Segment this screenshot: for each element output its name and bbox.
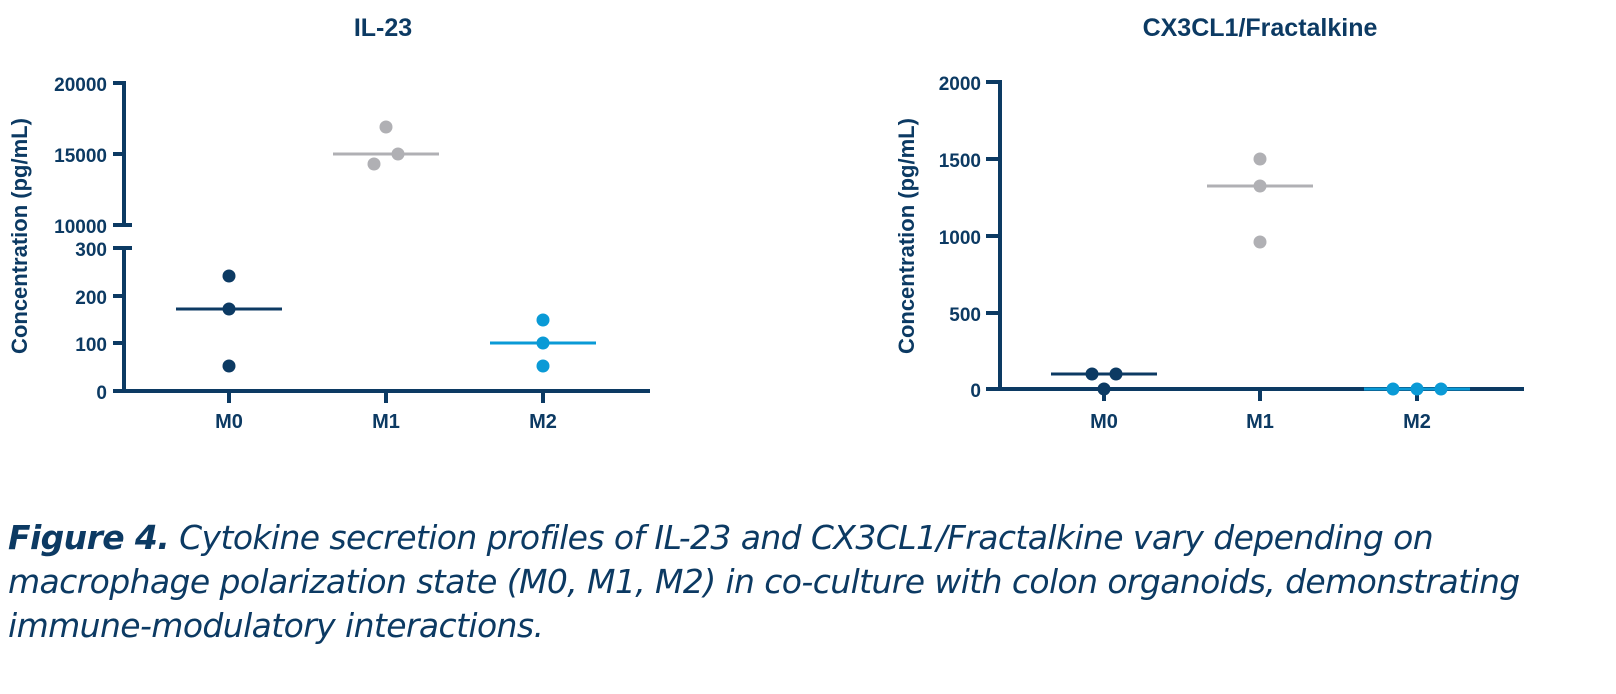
- cx3cl1-plot: CX3CL1/Fractalkine Concentration (pg/mL)…: [894, 14, 1524, 433]
- data-point[interactable]: [1386, 382, 1400, 396]
- data-point[interactable]: [1109, 367, 1123, 381]
- data-point[interactable]: [1097, 382, 1111, 396]
- series-m0: [176, 269, 282, 373]
- x-tick-label: M1: [1246, 411, 1274, 433]
- y-tick-label: 200: [75, 288, 107, 309]
- data-point[interactable]: [536, 359, 550, 373]
- y-tick-label: 0: [96, 383, 107, 404]
- data-point[interactable]: [1253, 179, 1267, 193]
- chart-title: IL-23: [354, 14, 412, 42]
- caption-text: Cytokine secretion profiles of IL-23 and…: [8, 518, 1520, 645]
- y-tick-label: 1500: [939, 151, 981, 172]
- y-axis-label: Concentration (pg/mL): [894, 118, 919, 354]
- series-m2: [1364, 382, 1470, 396]
- y-tick-label: 10000: [54, 217, 107, 238]
- data-point[interactable]: [1253, 235, 1267, 249]
- data-point[interactable]: [1085, 367, 1099, 381]
- data-point[interactable]: [391, 147, 405, 161]
- y-tick-label: 300: [75, 240, 107, 261]
- x-tick-label: M0: [1090, 411, 1118, 433]
- series-m1: [1207, 152, 1313, 249]
- x-tick-label: M2: [529, 411, 557, 433]
- data-point[interactable]: [222, 269, 236, 283]
- y-tick-label: 15000: [54, 146, 107, 167]
- data-point[interactable]: [1253, 152, 1267, 166]
- x-tick-label: M1: [372, 411, 400, 433]
- chart-title: CX3CL1/Fractalkine: [1143, 14, 1378, 42]
- figure-caption: Figure 4. Cytokine secretion profiles of…: [8, 516, 1608, 648]
- series-m2: [490, 313, 596, 373]
- il23-chart: IL-23 Concentration (pg/mL) 20000 15000 …: [0, 0, 700, 460]
- figure-label: Figure 4.: [8, 518, 170, 557]
- il23-plot: IL-23 Concentration (pg/mL) 20000 15000 …: [7, 14, 650, 433]
- data-point[interactable]: [222, 359, 236, 373]
- x-tick-label: M0: [215, 411, 243, 433]
- y-tick-label: 2000: [939, 74, 981, 95]
- data-point[interactable]: [1434, 382, 1448, 396]
- data-point[interactable]: [367, 157, 381, 171]
- y-axis-label: Concentration (pg/mL): [7, 118, 32, 354]
- y-tick-label: 1000: [939, 228, 981, 249]
- series-m0: [1051, 367, 1157, 396]
- cx3cl1-chart: CX3CL1/Fractalkine Concentration (pg/mL)…: [880, 0, 1580, 460]
- data-point[interactable]: [222, 302, 236, 316]
- y-tick-label: 0: [970, 381, 981, 402]
- data-point[interactable]: [536, 336, 550, 350]
- data-point[interactable]: [536, 313, 550, 327]
- data-point[interactable]: [379, 120, 393, 134]
- y-tick-label: 100: [75, 335, 107, 356]
- series-m1: [333, 120, 439, 171]
- data-point[interactable]: [1410, 382, 1424, 396]
- x-tick-label: M2: [1403, 411, 1431, 433]
- y-tick-label: 20000: [54, 75, 107, 96]
- y-tick-label: 500: [949, 305, 981, 326]
